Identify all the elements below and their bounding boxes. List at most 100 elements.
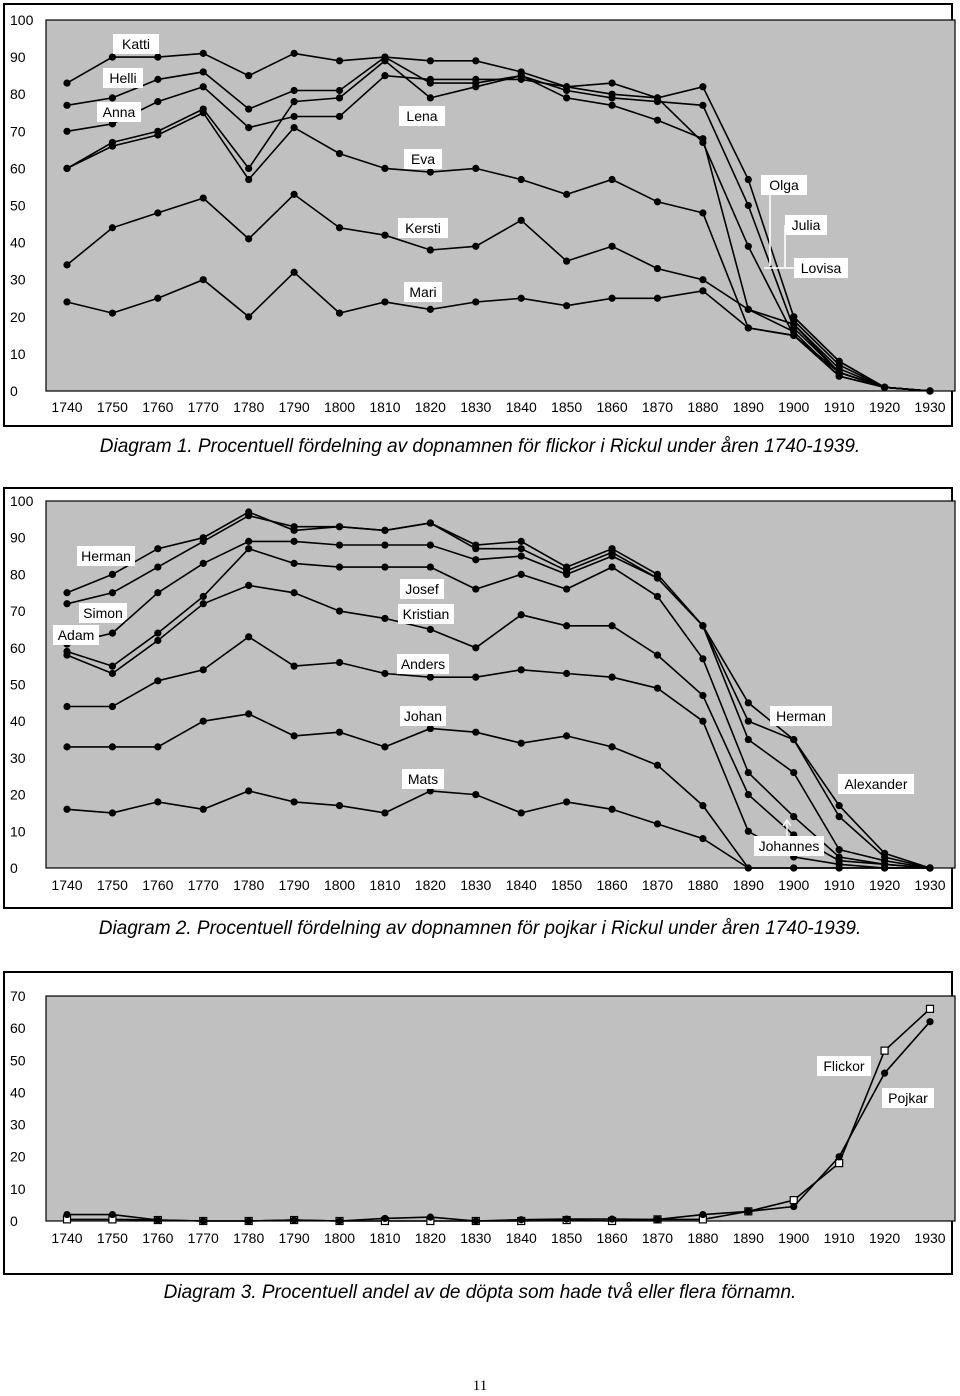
x-tick-label: 1740: [51, 1230, 82, 1246]
series-label-box: [817, 1056, 871, 1076]
data-point: [154, 209, 162, 217]
series-label-katti: Katti: [122, 36, 150, 52]
series-line-herman: [66, 511, 931, 869]
x-tick-label: 1930: [914, 399, 945, 415]
data-point: [154, 798, 162, 806]
data-point: [653, 574, 662, 582]
series-label-box: [398, 218, 448, 238]
x-tick-label: 1760: [142, 399, 173, 415]
data-point: [108, 662, 117, 670]
data-point: [517, 666, 525, 674]
x-tick-label: 1890: [733, 399, 764, 415]
data-point: [699, 276, 707, 284]
data-point: [63, 651, 71, 659]
data-point: [835, 846, 843, 854]
series-adam: [63, 537, 934, 872]
data-point: [426, 57, 434, 65]
data-point: [744, 699, 752, 707]
data-point: [245, 123, 253, 132]
data-point: [63, 743, 71, 751]
x-tick-label: 1850: [551, 1230, 582, 1246]
series-label-box: [404, 149, 442, 169]
x-tick-label: 1750: [97, 877, 128, 893]
data-point: [653, 116, 662, 124]
data-point: [744, 305, 752, 313]
annotation-alexander: Alexander: [844, 776, 907, 792]
x-tick-label: 1780: [233, 877, 264, 893]
x-tick-label: 1800: [324, 1230, 355, 1246]
data-point: [563, 83, 571, 91]
data-point: [381, 669, 389, 678]
series-label-box: [794, 258, 848, 278]
plot-area: [45, 500, 956, 869]
data-point: [744, 201, 752, 210]
data-point: [335, 224, 344, 232]
data-point: [835, 802, 843, 810]
plot-area: [45, 995, 956, 1222]
x-tick-label: 1860: [596, 1230, 627, 1246]
data-point: [880, 864, 889, 872]
data-point: [63, 79, 71, 87]
data-point: [426, 563, 434, 571]
series-label-anders: Anders: [401, 656, 445, 672]
x-tick-label: 1870: [642, 399, 673, 415]
data-point: [108, 94, 117, 102]
data-point: [290, 589, 298, 597]
data-point: [744, 175, 752, 184]
data-point: [653, 651, 662, 659]
data-point: [699, 101, 707, 109]
series-line-josef: [66, 547, 931, 869]
x-tick-label: 1910: [824, 399, 855, 415]
data-point: [154, 589, 162, 597]
data-point: [381, 72, 389, 80]
x-tick-label: 1790: [279, 399, 310, 415]
series-label-box: [761, 175, 807, 195]
annotation-box: [754, 836, 824, 856]
series-label-herman: Herman: [81, 548, 131, 564]
data-point: [245, 105, 253, 113]
data-point: [563, 669, 571, 678]
data-point: [472, 644, 480, 652]
data-point: [154, 677, 162, 685]
data-point: [381, 231, 389, 239]
data-point: [63, 600, 71, 608]
data-point: [790, 768, 798, 777]
series-label-box: [113, 34, 159, 54]
data-point: [154, 743, 162, 751]
y-tick-label: 0: [10, 383, 18, 399]
data-point: [63, 101, 71, 109]
data-point: [790, 813, 798, 821]
data-point: [154, 98, 162, 106]
data-point: [563, 732, 571, 740]
series-label-box: [53, 625, 99, 645]
data-point: [517, 1216, 525, 1224]
data-point: [699, 802, 707, 810]
data-point: [335, 658, 344, 667]
y-tick-label: 20: [10, 1149, 26, 1165]
data-point: [199, 592, 207, 601]
y-tick-label: 90: [10, 49, 26, 65]
y-tick-label: 70: [10, 603, 26, 619]
data-point: [426, 246, 434, 254]
data-point: [335, 309, 344, 317]
x-tick-label: 1810: [369, 877, 400, 893]
x-tick-label: 1890: [733, 877, 764, 893]
data-point: [472, 164, 480, 172]
data-point: [381, 614, 389, 623]
data-point: [108, 142, 117, 150]
x-tick-label: 1920: [869, 399, 900, 415]
x-tick-label: 1830: [460, 399, 491, 415]
data-point: [290, 732, 298, 740]
data-point: [608, 1215, 616, 1223]
data-point: [290, 123, 298, 132]
data-point: [925, 1004, 935, 1013]
data-point: [835, 864, 843, 872]
data-point: [699, 287, 707, 295]
chart-boys-names: 0 10 20 30 40 50 60 70 80 90 100 1740 1750 1760 1770 17…: [3, 487, 956, 909]
series-label-lovisa: Lovisa: [801, 260, 842, 276]
annotation-herman: Herman: [776, 708, 826, 724]
chart-caption-boys: Diagram 2. Procentuell fördelning av dop…: [98, 918, 862, 939]
data-point: [335, 112, 344, 121]
data-point: [744, 242, 752, 250]
data-point: [63, 298, 71, 306]
